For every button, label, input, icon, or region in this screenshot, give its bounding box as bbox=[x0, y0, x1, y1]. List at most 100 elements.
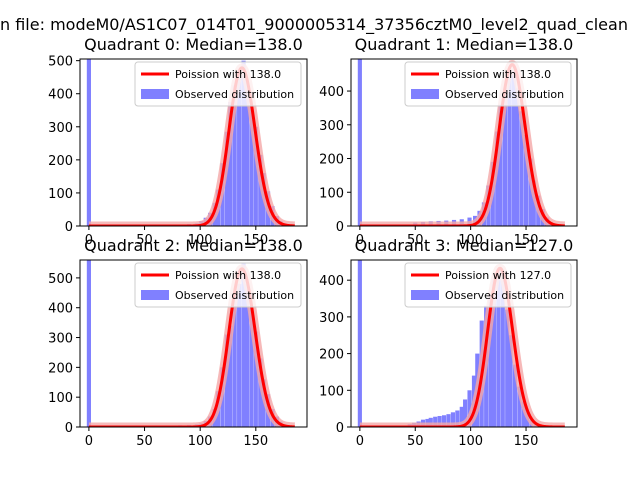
y-tick-label: 400 bbox=[319, 85, 344, 100]
histogram-bar bbox=[495, 131, 500, 226]
x-tick-label: 100 bbox=[188, 233, 213, 248]
y-tick-label: 0 bbox=[336, 421, 344, 436]
histogram-bar bbox=[446, 414, 451, 427]
x-tick-label: 150 bbox=[514, 233, 539, 248]
legend-bar-swatch bbox=[411, 89, 439, 99]
histogram-bar bbox=[237, 283, 242, 427]
y-tick-label: 400 bbox=[48, 88, 73, 103]
quadrant-1-panel: 0 50 100 150 0 100 200 300 400 Quadrant 1: Median… bbox=[319, 35, 578, 248]
histogram-bar bbox=[228, 325, 233, 427]
legend-entry-observed: Observed distribution bbox=[445, 88, 564, 101]
histogram-bar bbox=[450, 412, 455, 427]
histogram-bar bbox=[496, 269, 501, 427]
x-tick-label: 50 bbox=[407, 434, 424, 449]
y-tick-label: 200 bbox=[48, 154, 73, 169]
histogram-bar bbox=[521, 401, 526, 427]
figure-suptitle: n file: modeM0/AS1C07_014T01_9000005314_… bbox=[0, 15, 628, 35]
x-tick-label: 0 bbox=[356, 233, 364, 248]
y-tick-label: 100 bbox=[319, 186, 344, 201]
y-tick-label: 0 bbox=[65, 220, 73, 235]
histogram-bar bbox=[491, 280, 496, 427]
histogram-bar bbox=[249, 105, 254, 226]
histogram-bar bbox=[517, 386, 522, 427]
y-tick-label: 100 bbox=[48, 391, 73, 406]
histogram-bar bbox=[515, 87, 520, 226]
y-tick-label: 200 bbox=[319, 348, 344, 363]
histogram-bar bbox=[357, 260, 362, 427]
x-tick-label: 150 bbox=[514, 434, 539, 449]
x-tick-label: 100 bbox=[188, 434, 213, 449]
histogram-bar bbox=[437, 415, 442, 427]
y-tick-label: 500 bbox=[48, 55, 73, 70]
y-tick-label: 100 bbox=[319, 384, 344, 399]
y-tick-label: 300 bbox=[319, 119, 344, 134]
histogram-bar bbox=[441, 415, 447, 427]
histogram-bar bbox=[500, 280, 505, 427]
legend: Poission with 138.0 Observed distribution bbox=[134, 61, 302, 107]
y-tick-label: 0 bbox=[65, 421, 73, 436]
histogram-bar bbox=[512, 364, 518, 427]
x-tick-label: 50 bbox=[136, 233, 153, 248]
histogram-bar bbox=[357, 59, 362, 226]
histogram-bar bbox=[241, 60, 246, 226]
histogram-bar bbox=[531, 180, 536, 226]
poisson-line bbox=[358, 266, 566, 427]
x-tick-label: 100 bbox=[458, 434, 483, 449]
histogram-bar bbox=[428, 417, 433, 427]
legend: Poission with 138.0 Observed distribution bbox=[134, 262, 302, 308]
histogram-bar bbox=[224, 334, 229, 427]
legend-box bbox=[404, 61, 572, 107]
legend-entry-poisson: Poission with 138.0 bbox=[445, 68, 551, 81]
histogram-bar bbox=[241, 262, 246, 427]
histogram-bar bbox=[505, 309, 510, 427]
legend-bar-swatch bbox=[411, 290, 439, 300]
axes-frame bbox=[79, 58, 308, 227]
x-tick-label: 150 bbox=[243, 434, 268, 449]
histogram-bar bbox=[232, 85, 237, 226]
histogram-bar bbox=[244, 283, 249, 427]
histogram-bar bbox=[523, 134, 529, 226]
x-tick-label: 0 bbox=[356, 434, 364, 449]
legend-box bbox=[134, 262, 302, 308]
histogram-bar bbox=[488, 294, 493, 427]
histogram-bar bbox=[519, 111, 524, 226]
plot-area bbox=[355, 260, 569, 427]
x-tick-label: 50 bbox=[407, 233, 424, 248]
axes-frame bbox=[350, 58, 578, 227]
histogram-bar bbox=[528, 158, 533, 226]
y-tick-label: 300 bbox=[319, 311, 344, 326]
legend-entry-poisson: Poission with 127.0 bbox=[445, 269, 551, 282]
axes-frame bbox=[79, 259, 308, 428]
quadrant-title: Quadrant 0: Median=138.0 bbox=[84, 35, 303, 54]
y-tick-label: 300 bbox=[48, 121, 73, 136]
histogram-bar bbox=[228, 101, 233, 226]
x-tick-label: 50 bbox=[136, 434, 153, 449]
quadrant-title: Quadrant 3: Median=127.0 bbox=[355, 236, 574, 255]
histogram-bar bbox=[467, 390, 472, 427]
histogram-bar bbox=[511, 70, 516, 226]
legend-entry-observed: Observed distribution bbox=[175, 289, 294, 302]
y-tick-label: 200 bbox=[319, 153, 344, 168]
y-tick-label: 500 bbox=[48, 272, 73, 287]
histogram-bar bbox=[433, 416, 438, 427]
histogram-bar bbox=[237, 75, 242, 226]
legend-entry-observed: Observed distribution bbox=[445, 289, 564, 302]
axes-frame bbox=[350, 259, 578, 428]
histogram-bar bbox=[86, 59, 91, 226]
x-tick-label: 150 bbox=[243, 233, 268, 248]
y-tick-label: 200 bbox=[48, 361, 73, 376]
legend-bar-swatch bbox=[141, 290, 169, 300]
histogram-bar bbox=[258, 154, 263, 226]
histogram-bar bbox=[258, 358, 263, 427]
y-tick-label: 300 bbox=[48, 332, 73, 347]
histogram-bar bbox=[253, 126, 258, 226]
y-tick-label: 400 bbox=[48, 302, 73, 317]
y-tick-label: 100 bbox=[48, 187, 73, 202]
legend-box bbox=[404, 262, 572, 308]
histogram-bar bbox=[244, 80, 249, 226]
legend-bar-swatch bbox=[141, 89, 169, 99]
legend: Poission with 138.0 Observed distribution bbox=[404, 61, 572, 107]
quadrant-title: Quadrant 2: Median=138.0 bbox=[84, 236, 303, 255]
